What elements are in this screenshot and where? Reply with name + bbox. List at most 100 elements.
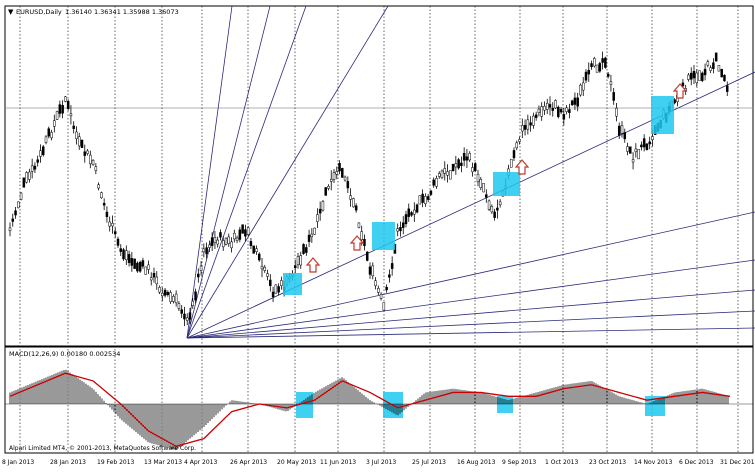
candle-body: [487, 200, 491, 210]
gann-fan-lines[interactable]: [186, 5, 755, 339]
candle-body: [316, 214, 319, 222]
candle-body: [8, 227, 12, 232]
candle-body: [332, 172, 336, 180]
candle-body: [161, 292, 164, 297]
candle-body: [357, 222, 361, 228]
candle-body: [368, 266, 372, 275]
up-arrow-icon: [514, 159, 530, 175]
candle-body: [138, 261, 142, 272]
candle-body: [432, 179, 435, 186]
candle-body: [257, 253, 261, 261]
candle-body: [349, 195, 352, 200]
macd-signal-line: [9, 372, 731, 448]
candle-body: [637, 149, 640, 160]
candle-body: [174, 293, 178, 304]
fan-line[interactable]: [186, 5, 271, 339]
candle-body: [640, 144, 643, 148]
candle-body: [410, 212, 413, 216]
candle-body: [443, 168, 447, 174]
candle-body: [147, 264, 150, 270]
candle-body: [559, 108, 563, 113]
candle-body: [645, 143, 649, 150]
fan-line[interactable]: [186, 259, 755, 339]
candle-body: [532, 115, 535, 126]
candle-body: [615, 107, 618, 117]
candle-body: [612, 92, 615, 101]
candle-body: [642, 138, 646, 148]
candle-body: [401, 222, 405, 228]
candle-body: [197, 273, 200, 278]
candle-body: [246, 227, 250, 235]
candle-body: [238, 229, 242, 240]
candle-body: [28, 171, 31, 180]
candle-body: [706, 61, 710, 66]
candle-body: [512, 150, 516, 159]
candle-body: [689, 72, 693, 80]
candle-body: [80, 139, 84, 148]
highlight-boxes: [283, 96, 674, 418]
candle-body: [509, 158, 513, 168]
candle-body: [634, 148, 638, 153]
candle-body: [255, 248, 258, 252]
candle-body: [19, 192, 23, 200]
candle-body: [329, 178, 333, 182]
fan-line[interactable]: [186, 5, 389, 339]
candle-body: [133, 258, 136, 269]
candle-body: [274, 284, 278, 294]
macd-histogram: [5, 369, 753, 451]
candle-body: [568, 109, 571, 113]
candle-body: [388, 274, 391, 278]
candle-body: [545, 103, 549, 110]
candle-body: [69, 113, 73, 117]
candle-body: [25, 172, 28, 183]
fan-line[interactable]: [186, 5, 307, 339]
candle-body: [343, 176, 347, 181]
candle-body: [543, 105, 546, 111]
fan-line[interactable]: [186, 211, 755, 339]
candle-body: [415, 204, 419, 213]
candle-body: [590, 63, 593, 68]
candle-body: [89, 154, 92, 165]
candle-body: [235, 237, 239, 241]
candle-body: [208, 244, 211, 248]
candle-body: [321, 201, 325, 211]
x-axis-tick-label: 14 Nov 2013: [634, 459, 673, 466]
candle-body: [205, 247, 208, 255]
candle-body: [534, 114, 538, 118]
fan-line[interactable]: [186, 289, 755, 339]
candle-body: [454, 163, 458, 168]
candle-body: [224, 238, 228, 245]
candle-body: [188, 312, 192, 320]
candle-body: [407, 208, 411, 217]
candle-body: [429, 190, 433, 195]
highlight-box: [651, 96, 674, 134]
candle-body: [382, 302, 386, 311]
candle-body: [172, 296, 175, 302]
candle-body: [476, 174, 480, 183]
x-axis-tick-label: 11 Jun 2013: [320, 459, 356, 466]
candle-body: [263, 267, 267, 271]
candle-body: [485, 194, 488, 198]
candle-body: [163, 289, 167, 296]
candle-body: [440, 170, 444, 178]
fan-line[interactable]: [186, 310, 755, 339]
candle-body: [119, 248, 123, 252]
x-axis-tick-label: 4 Apr 2013: [184, 459, 217, 466]
candle-body: [144, 266, 147, 275]
candle-body: [468, 153, 471, 161]
candle-body: [299, 255, 303, 266]
candle-body: [185, 317, 189, 321]
candle-body: [219, 232, 222, 238]
candle-body: [465, 156, 469, 161]
main-panel-frame: [4, 5, 754, 347]
candle-body: [58, 104, 62, 114]
candle-body: [152, 272, 156, 278]
x-axis-tick-label: 6 Dec 2013: [679, 459, 714, 466]
menu-glyph-icon[interactable]: ▼: [8, 8, 14, 16]
candle-body: [379, 293, 383, 299]
fan-line[interactable]: [186, 327, 755, 339]
candle-body: [158, 287, 161, 293]
fan-line[interactable]: [186, 5, 233, 339]
